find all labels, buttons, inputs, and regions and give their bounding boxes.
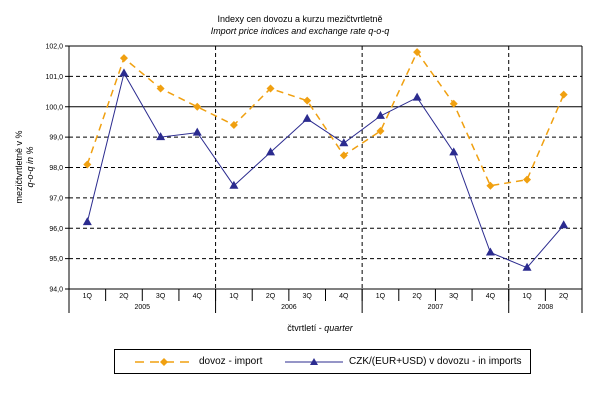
- x-tick-label: 3Q: [303, 293, 313, 300]
- data-point-import: [266, 84, 275, 93]
- data-point-exchange: [229, 180, 239, 189]
- legend: dovoz - import CZK/(EUR+USD) v dovozu - …: [114, 349, 531, 374]
- x-tick-label: 2Q: [266, 293, 276, 300]
- x-axis-label-en: quarter: [324, 323, 354, 333]
- data-point-import: [486, 181, 495, 190]
- x-tick-label: 2Q: [412, 293, 422, 300]
- chart-title: Indexy cen dovozu a kurzu mezičtvrtletně: [217, 14, 382, 24]
- data-point-exchange: [559, 220, 569, 229]
- x-tick-label: 2Q: [559, 293, 569, 300]
- x-axis-label: čtvrtletí - quarter: [287, 323, 354, 333]
- legend-label-exchange: CZK/(EUR+USD) v dovozu - in imports: [349, 356, 522, 367]
- y-axis-ticks: 94,0 95,0 96,0 97,0 98,0 99,0 100,0 101,0 102,0: [45, 44, 69, 294]
- data-point-exchange: [302, 113, 312, 122]
- legend-item-import: dovoz - import: [133, 350, 262, 373]
- data-point-exchange: [412, 92, 422, 101]
- data-point-import: [119, 54, 128, 63]
- data-point-exchange: [485, 247, 495, 256]
- data-point-exchange: [522, 262, 532, 271]
- y-tick-label: 94,0: [49, 287, 63, 294]
- data-point-import: [156, 84, 165, 93]
- y-tick-label: 101,0: [45, 74, 63, 81]
- x-axis-label-main: čtvrtletí: [287, 323, 317, 333]
- legend-marker-import: [135, 357, 193, 366]
- x-tick-label: 4Q: [193, 293, 203, 300]
- data-point-import: [303, 96, 312, 105]
- y-tick-label: 95,0: [49, 256, 63, 263]
- data-point-exchange: [375, 110, 385, 119]
- legend-item-exchange: CZK/(EUR+USD) v dovozu - in imports: [283, 350, 522, 373]
- x-tick-label: 2Q: [119, 293, 129, 300]
- x-axis: 2005 2006 2007 2008 1Q 2Q 3Q 4Q 1Q 2Q 3Q 4Q 1Q 2Q 3Q 4Q…: [68, 46, 583, 313]
- data-point-exchange: [119, 68, 129, 77]
- gridlines: [69, 45, 582, 290]
- series-layer: [82, 48, 569, 271]
- x-tick-label: 1Q: [522, 293, 532, 300]
- data-point-import: [339, 151, 348, 160]
- x-tick-label: 3Q: [156, 293, 166, 300]
- y-tick-label: 99,0: [49, 135, 63, 142]
- y-tick-label: 97,0: [49, 195, 63, 202]
- data-point-exchange: [82, 217, 92, 226]
- x-axis-label-sep: -: [316, 323, 324, 333]
- y-axis-label-main: mezičtvrtletně v %: [14, 130, 24, 203]
- y-axis-label: mezičtvrtletně v % q-o-q in %: [14, 130, 35, 203]
- data-point-exchange: [449, 147, 459, 156]
- x-tick-label: 1Q: [229, 293, 239, 300]
- y-axis-label-en: q-o-q in %: [25, 146, 35, 187]
- series-line-1: [86, 71, 565, 269]
- data-point-import: [449, 99, 458, 108]
- legend-label-import: dovoz - import: [199, 356, 263, 367]
- data-point-exchange: [192, 127, 202, 136]
- x-tick-label: 3Q: [449, 293, 459, 300]
- x-tick-label: 4Q: [486, 293, 496, 300]
- data-point-exchange: [339, 138, 349, 147]
- x-tick-label: 1Q: [83, 293, 93, 300]
- data-point-import: [193, 102, 202, 111]
- series-line-0: [86, 50, 565, 187]
- data-point-import: [413, 48, 422, 57]
- data-point-import: [523, 175, 532, 184]
- data-point-exchange: [156, 132, 166, 141]
- x-year-label: 2007: [428, 304, 444, 311]
- x-year-label: 2006: [281, 304, 297, 311]
- y-tick-label: 100,0: [45, 104, 63, 111]
- legend-marker-exchange: [285, 357, 343, 365]
- data-point-import: [559, 90, 568, 99]
- y-tick-label: 102,0: [45, 44, 63, 51]
- chart-subtitle: Import price indices and exchange rate q…: [211, 26, 390, 36]
- x-tick-label: 4Q: [339, 293, 349, 300]
- data-point-exchange: [266, 147, 276, 156]
- x-year-label: 2008: [538, 304, 554, 311]
- y-tick-label: 98,0: [49, 165, 63, 172]
- x-year-label: 2005: [134, 304, 150, 311]
- data-point-import: [83, 160, 92, 169]
- data-point-import: [376, 127, 385, 136]
- x-tick-label: 1Q: [376, 293, 386, 300]
- y-tick-label: 96,0: [49, 226, 63, 233]
- data-point-import: [229, 120, 238, 129]
